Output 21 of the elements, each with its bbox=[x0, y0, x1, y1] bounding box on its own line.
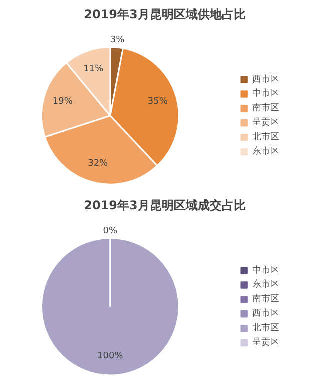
data-label: 32% bbox=[88, 158, 109, 169]
legend-label: 西市区 bbox=[252, 74, 280, 85]
legend-label: 中市区 bbox=[252, 264, 280, 276]
legend-label: 东市区 bbox=[252, 279, 280, 290]
legend-label: 东市区 bbox=[252, 146, 280, 157]
data-label: 35% bbox=[148, 97, 168, 108]
text: 0% bbox=[103, 226, 118, 236]
legend-label: 中市区 bbox=[252, 88, 280, 100]
legend-label: 南市区 bbox=[252, 294, 280, 305]
legend-label: 北市区 bbox=[252, 132, 280, 143]
legend-label: 呈贡区 bbox=[252, 336, 280, 348]
legend-label: 呈贡区 bbox=[252, 117, 280, 128]
legend-label: 西市区 bbox=[252, 308, 280, 320]
chart-title: 2019年3月昆明区域成交占比 bbox=[84, 198, 246, 212]
legend-label: 北市区 bbox=[252, 322, 280, 334]
legend-label: 南市区 bbox=[252, 102, 280, 114]
data-label: 100% bbox=[98, 351, 124, 362]
data-label: 3% bbox=[110, 36, 126, 46]
data-label: 11% bbox=[84, 64, 104, 74]
data-label: 19% bbox=[52, 97, 74, 108]
chart-title: 2019年3月昆明区域供地占比 bbox=[84, 8, 246, 22]
